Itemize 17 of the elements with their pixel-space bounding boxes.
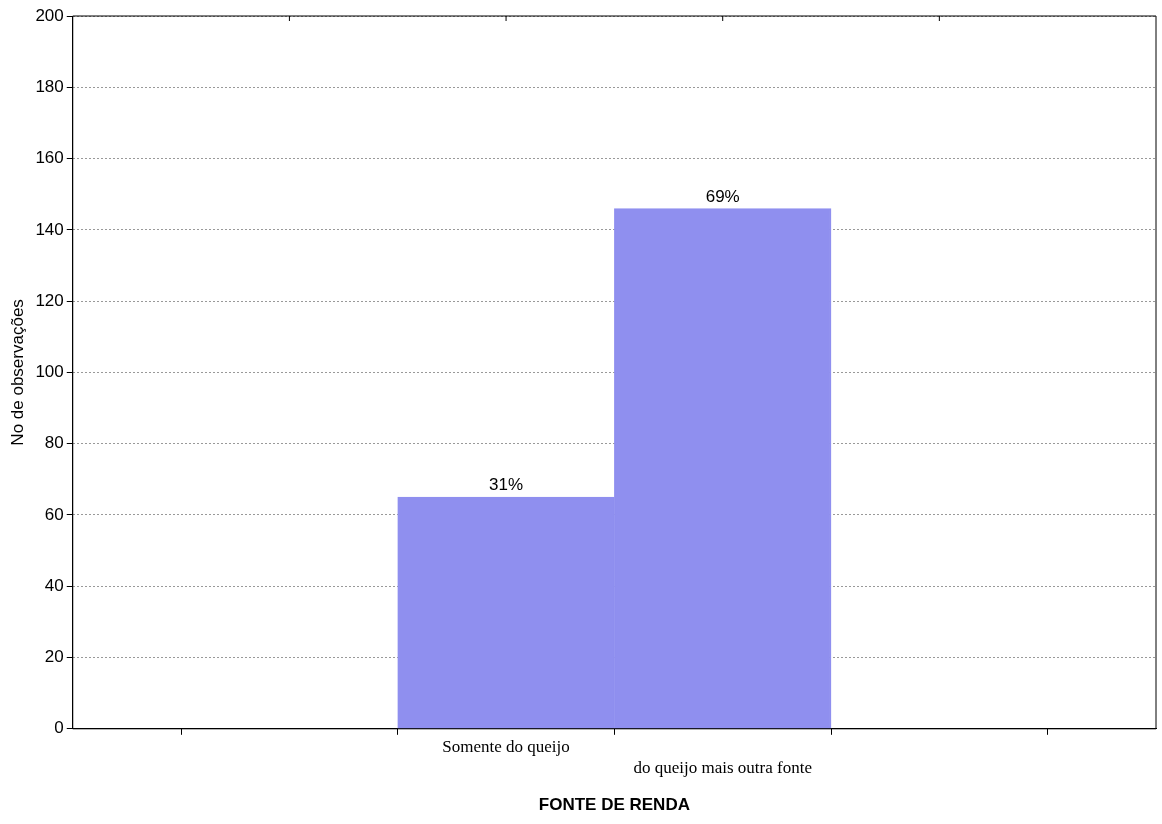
x-tick-label: do queijo mais outra fonte <box>633 757 812 777</box>
y-tick-label: 100 <box>35 362 64 382</box>
y-tick-label: 60 <box>44 504 64 524</box>
y-tick-label: 20 <box>44 647 64 667</box>
y-tick-label: 180 <box>35 76 64 96</box>
y-tick-label: 140 <box>35 219 64 239</box>
y-axis-title: No de observações <box>7 299 27 446</box>
y-tick-label: 120 <box>35 290 64 310</box>
annotation: 31% <box>489 475 524 495</box>
y-tick-label: 160 <box>35 148 64 168</box>
y-tick-label: 80 <box>44 433 64 453</box>
y-tick-label: 40 <box>44 575 64 595</box>
y-tick-label: 0 <box>54 718 64 738</box>
x-tick-label: Somente do queijo <box>442 737 570 757</box>
annotation: 69% <box>705 186 740 206</box>
x-axis-title: FONTE DE RENDA <box>538 795 690 815</box>
y-tick-label: 200 <box>35 5 64 25</box>
